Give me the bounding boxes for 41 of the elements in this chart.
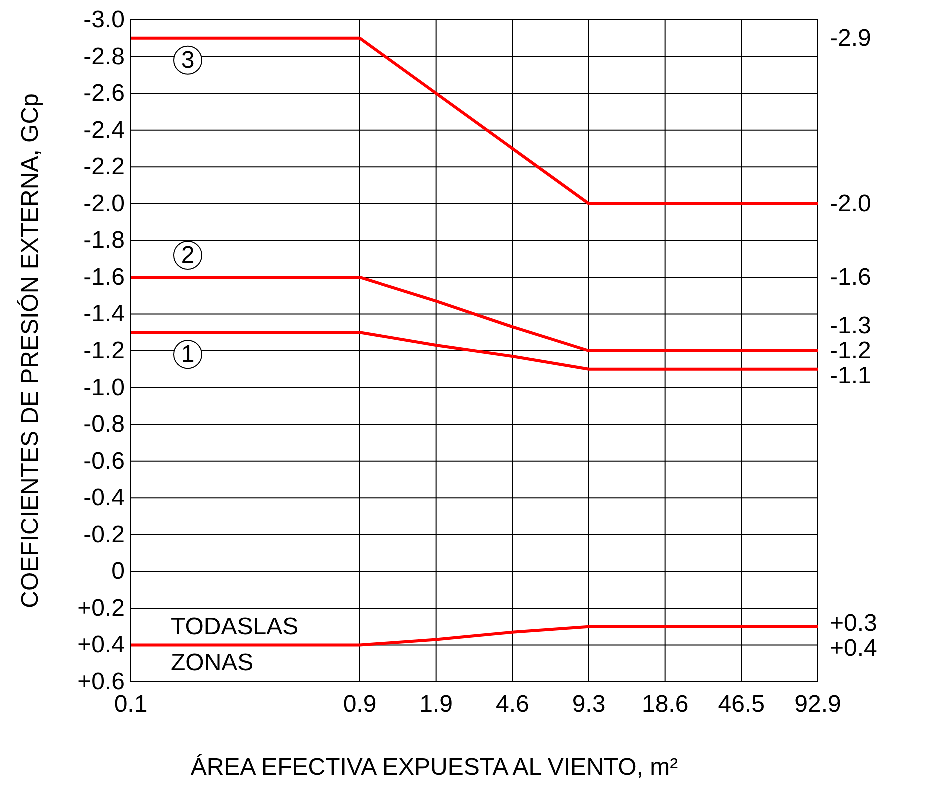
y2-tick-label: -1.6	[830, 264, 872, 291]
y2-tick-label: +0.3	[830, 610, 878, 638]
line-series	[130, 36, 820, 206]
y-tick-label: -1.2	[84, 338, 125, 364]
series-label: 2	[181, 242, 195, 269]
y-tick-label: -0.8	[84, 411, 125, 438]
y-tick-label: -1.8	[84, 227, 125, 254]
y2-tick-label: +0.4	[830, 635, 878, 662]
x-tick-label: 4.6	[496, 691, 530, 718]
x-tick-label: 46.5	[718, 691, 766, 718]
x-tick-label: 1.9	[420, 691, 454, 718]
y-tick-label: -2.2	[84, 154, 125, 181]
x-tick-label: 18.6	[642, 691, 689, 718]
y-tick-label: -1.4	[84, 300, 125, 328]
series-label: 1	[181, 341, 195, 368]
y-tick-label: 0	[112, 558, 125, 586]
y-tick-label: -1.6	[84, 264, 125, 291]
y-tick-label: -1.0	[84, 374, 125, 402]
y-tick-label: -0.2	[84, 521, 125, 548]
y2-tick-label: -2.0	[830, 190, 872, 218]
y-tick-label: -0.6	[84, 448, 125, 475]
y2-tick-label: -1.3	[830, 312, 872, 340]
y-tick-label: -2.4	[84, 116, 125, 144]
y-axis-title: COEFICIENTES DE PRESIÓN EXTERNA, GCp	[17, 94, 44, 608]
x-axis-title: ÁREA EFECTIVA EXPUESTA AL VIENTO, m²	[190, 754, 678, 781]
y-tick-label: -2.6	[84, 80, 125, 108]
x-tick-label: 92.9	[794, 691, 842, 718]
line-series	[130, 331, 820, 371]
y2-tick-label: -1.2	[830, 338, 872, 364]
y2-tick-label: -1.1	[830, 362, 872, 390]
y-tick-label: -2.8	[84, 43, 125, 70]
x-tick-label: 0.9	[343, 691, 377, 718]
y-tick-label: -3.0	[84, 6, 125, 34]
x-tick-label: 9.3	[572, 691, 606, 718]
series-label: 3	[181, 46, 195, 74]
y-tick-label: +0.4	[78, 632, 125, 659]
y2-tick-label: -2.9	[830, 24, 872, 52]
y-tick-label: -0.4	[84, 484, 125, 512]
y-tick-label: +0.2	[78, 594, 125, 622]
y-tick-label: -2.0	[84, 190, 125, 218]
series-label: TODASLAS ZONAS	[171, 614, 299, 677]
